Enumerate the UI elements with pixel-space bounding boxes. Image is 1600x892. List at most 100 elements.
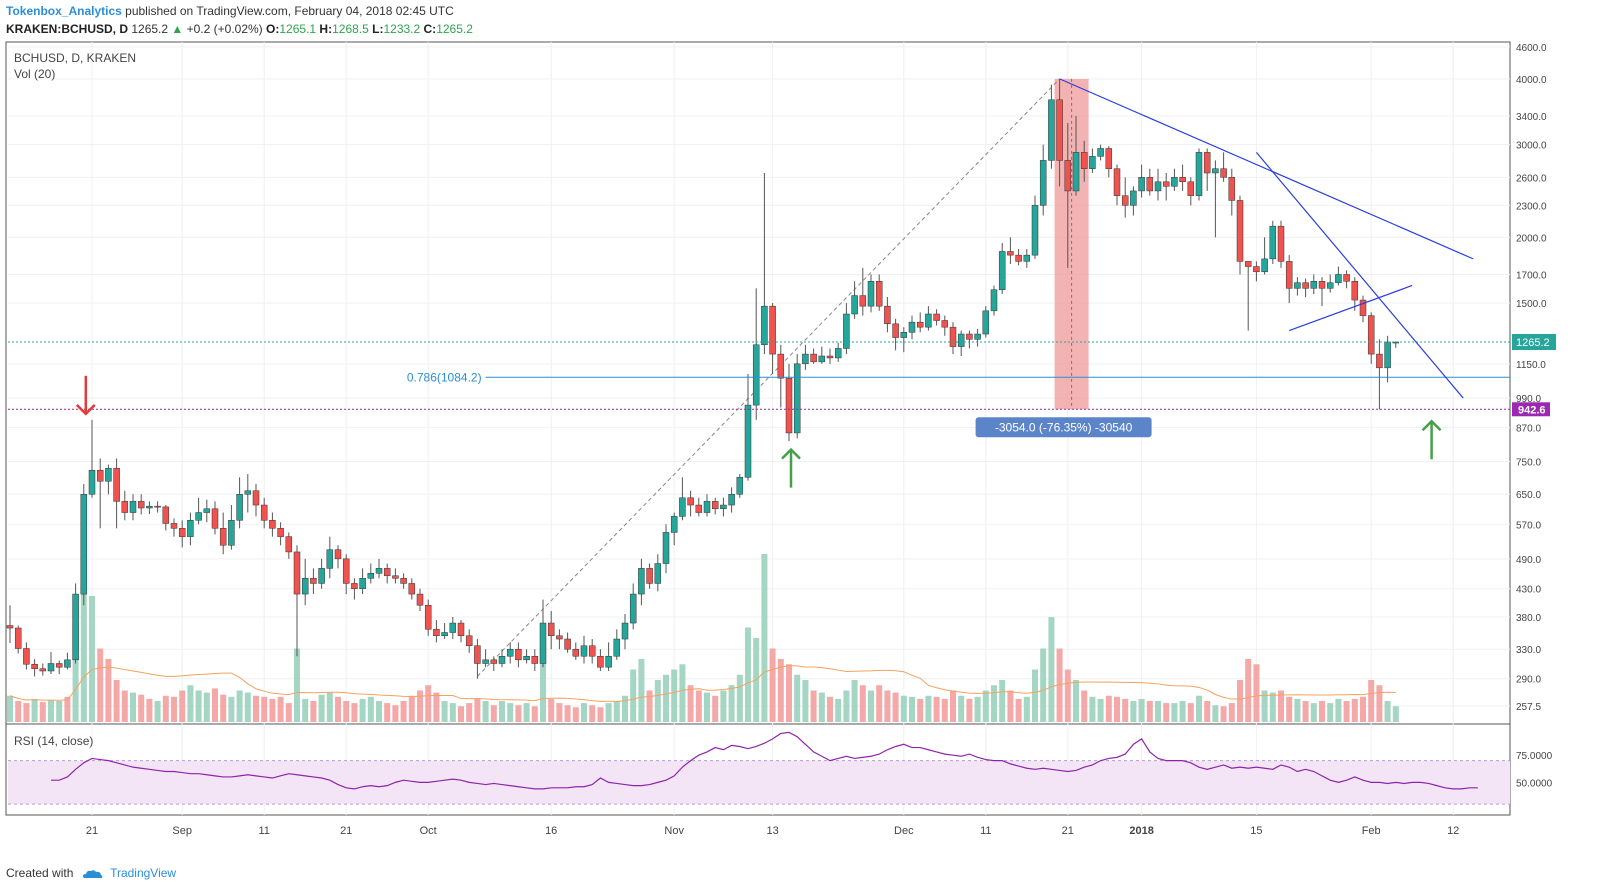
candle-body [1253,266,1260,273]
volume-bars [7,554,1399,722]
candle-body [1089,156,1096,169]
volume-bar [482,701,489,722]
candle-body [178,528,186,537]
volume-bar [1056,648,1063,722]
volume-bar [720,690,727,722]
volume-bar [728,685,735,722]
candle-body [1285,261,1293,289]
y-tick-label: 330.0 [1516,645,1541,656]
x-tick-label: Oct [420,825,437,837]
volume-bar [630,669,637,722]
support-badge [1512,402,1550,417]
candle-body [851,295,858,315]
up-arrow-icon [781,447,801,460]
chart-axes: 4600.0 4000.0 3400.0 3000.0 2600.0 2300.0 2000… [86,43,1556,837]
candle-body [588,645,596,657]
author-link[interactable]: Tokenbox_Analytics [6,4,122,18]
volume-bar [909,696,915,722]
candle-body [408,583,416,595]
volume-bar [326,692,333,722]
volume-bar [392,705,399,722]
candle-body [416,593,424,606]
candle-body [1310,281,1318,289]
candle-body [703,501,711,513]
volume-bar [572,707,579,722]
volume-bar [1310,703,1317,722]
candle-body [925,313,932,328]
support-badge-text: 942.6 [1518,404,1546,416]
volume-bar [843,690,850,722]
volume-bar [704,692,710,722]
volume-bar [113,680,120,722]
candle-body [982,310,990,335]
candle-body [728,493,735,506]
volume-bar [605,703,612,722]
candle-body [498,655,506,664]
volume-bar [474,698,481,722]
rsi-tick-label: 75.0000 [1516,751,1553,762]
candle-body [39,668,47,672]
x-tick-label: Nov [664,825,684,837]
y-tick-label: 1700.0 [1516,270,1547,281]
volume-bar [1007,690,1014,722]
volume-bar [966,698,973,722]
candle-body [875,281,883,307]
y-tick-label: 257.5 [1516,702,1541,713]
volume-bar [646,690,653,722]
volume-bar [335,696,341,722]
volume-bar [941,698,948,722]
candle-body [334,549,342,560]
symbol-name[interactable]: KRAKEN:BCHUSD, D [6,22,128,36]
candle-body [687,497,694,506]
x-tick-label: 11 [258,825,269,837]
candle-body [539,622,547,664]
candle-body [269,520,276,529]
candle-body [629,593,637,624]
volume-bar [23,703,30,722]
volume-bar [1105,695,1112,722]
measure-badge-text: -3054.0 (-76.35%) -30540 [995,420,1133,434]
candle-body [203,508,211,513]
footer: Created with TradingView [6,866,176,880]
candle-body [1294,282,1301,289]
candle-body [1072,152,1080,192]
volume-bar [294,648,300,722]
volume-bar [1278,690,1284,722]
x-tick-label: 2018 [1129,825,1153,837]
volume-bar [851,680,858,722]
candle-body [105,468,112,482]
volume-bar [56,701,63,722]
volume-bar [884,690,891,722]
volume-bar [277,696,284,722]
candle-body [457,622,465,637]
candle-body [933,313,940,321]
volume-bar [679,664,686,722]
volume-bar [1302,701,1309,722]
volume-bar [433,692,440,722]
candle-body [1162,181,1170,187]
volume-bar [1032,669,1038,722]
candle-body [1031,205,1039,256]
volume-bar [548,698,555,722]
open-value: 1265.1 [279,22,317,36]
candle-body [900,332,908,338]
candle-body [761,305,768,346]
volume-bar [1081,690,1088,722]
tradingview-link[interactable]: TradingView [110,866,177,880]
candle-body [1351,281,1359,301]
candle-body [802,353,809,365]
volume-ma-line [9,665,1396,702]
candle-body [252,490,260,506]
candle-body [1130,190,1137,206]
volume-bar [712,695,719,722]
candle-body [474,645,481,664]
volume-bar [1114,696,1120,722]
y-tick-label: 4000.0 [1516,75,1547,86]
volume-bar [212,688,218,722]
volume-bar [523,703,530,722]
candle-body [974,333,981,340]
volume-bar [64,696,71,722]
volume-bar [1261,690,1268,722]
candle-body [137,501,145,509]
price-chart[interactable]: 0.786(1084.2) -3054.0 (-76.35%) -30540 46… [0,40,1600,860]
